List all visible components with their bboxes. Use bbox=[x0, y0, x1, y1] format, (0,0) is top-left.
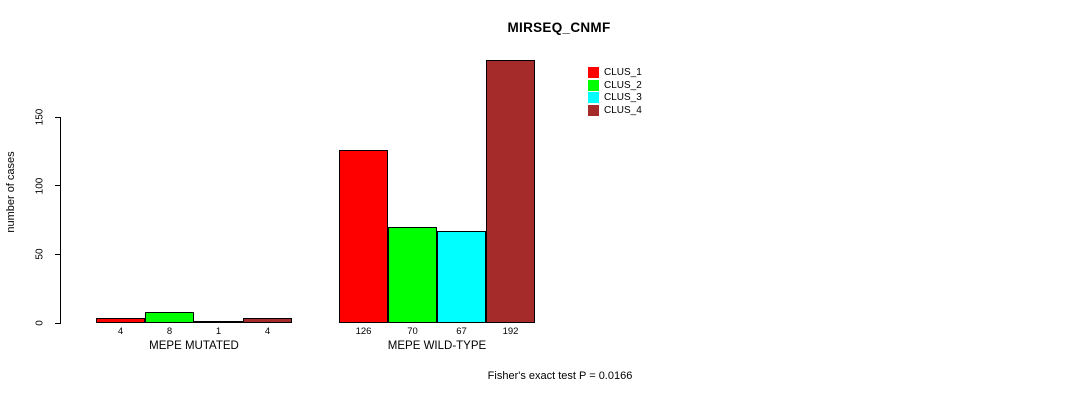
legend-item-clus_2: CLUS_2 bbox=[588, 79, 642, 92]
legend-label: CLUS_3 bbox=[604, 92, 642, 104]
y-axis-tick bbox=[55, 116, 61, 118]
legend-label: CLUS_2 bbox=[604, 79, 642, 91]
legend-label: CLUS_1 bbox=[604, 66, 642, 78]
legend-swatch bbox=[588, 66, 599, 78]
fisher-test-annotation: Fisher's exact test P = 0.0166 bbox=[487, 370, 633, 382]
legend-swatch bbox=[588, 79, 599, 91]
y-axis-line bbox=[60, 117, 61, 324]
bar-value-label: 192 bbox=[502, 326, 519, 337]
bar-clus_3 bbox=[194, 321, 243, 323]
y-axis-tick bbox=[55, 185, 61, 187]
legend-label: CLUS_4 bbox=[604, 104, 642, 116]
bar-value-label: 70 bbox=[407, 326, 418, 337]
bar-clus_1 bbox=[96, 317, 145, 323]
bar-clus_2 bbox=[145, 312, 194, 323]
y-axis-tick bbox=[55, 322, 61, 324]
bar-clus_2 bbox=[388, 226, 437, 323]
bar-clus_3 bbox=[437, 231, 486, 323]
legend-item-clus_1: CLUS_1 bbox=[588, 66, 642, 79]
y-tick-label: 0 bbox=[34, 320, 46, 326]
y-tick-label: 100 bbox=[34, 177, 46, 195]
bar-value-label: 1 bbox=[215, 326, 222, 337]
group-label: MEPE MUTATED bbox=[149, 340, 239, 352]
chart-title: MIRSEQ_CNMF bbox=[507, 20, 611, 35]
bar-clus_4 bbox=[243, 317, 292, 323]
group-label: MEPE WILD-TYPE bbox=[387, 340, 487, 352]
bar-clus_1 bbox=[339, 150, 388, 323]
y-tick-label: 150 bbox=[34, 108, 46, 126]
legend-swatch bbox=[588, 92, 599, 104]
bar-clus_4 bbox=[486, 59, 535, 323]
legend-swatch bbox=[588, 104, 599, 116]
bar-value-label: 4 bbox=[117, 326, 124, 337]
bar-value-label: 4 bbox=[264, 326, 271, 337]
bar-value-label: 67 bbox=[456, 326, 467, 337]
y-tick-label: 50 bbox=[34, 248, 46, 260]
y-axis-tick bbox=[55, 253, 61, 255]
y-axis-label: number of cases bbox=[5, 151, 17, 233]
bar-value-label: 126 bbox=[355, 326, 372, 337]
legend: CLUS_1 CLUS_2 CLUS_3 CLUS_4 bbox=[588, 66, 642, 117]
legend-item-clus_3: CLUS_3 bbox=[588, 91, 642, 104]
bar-value-label: 8 bbox=[166, 326, 173, 337]
legend-item-clus_4: CLUS_4 bbox=[588, 104, 642, 117]
